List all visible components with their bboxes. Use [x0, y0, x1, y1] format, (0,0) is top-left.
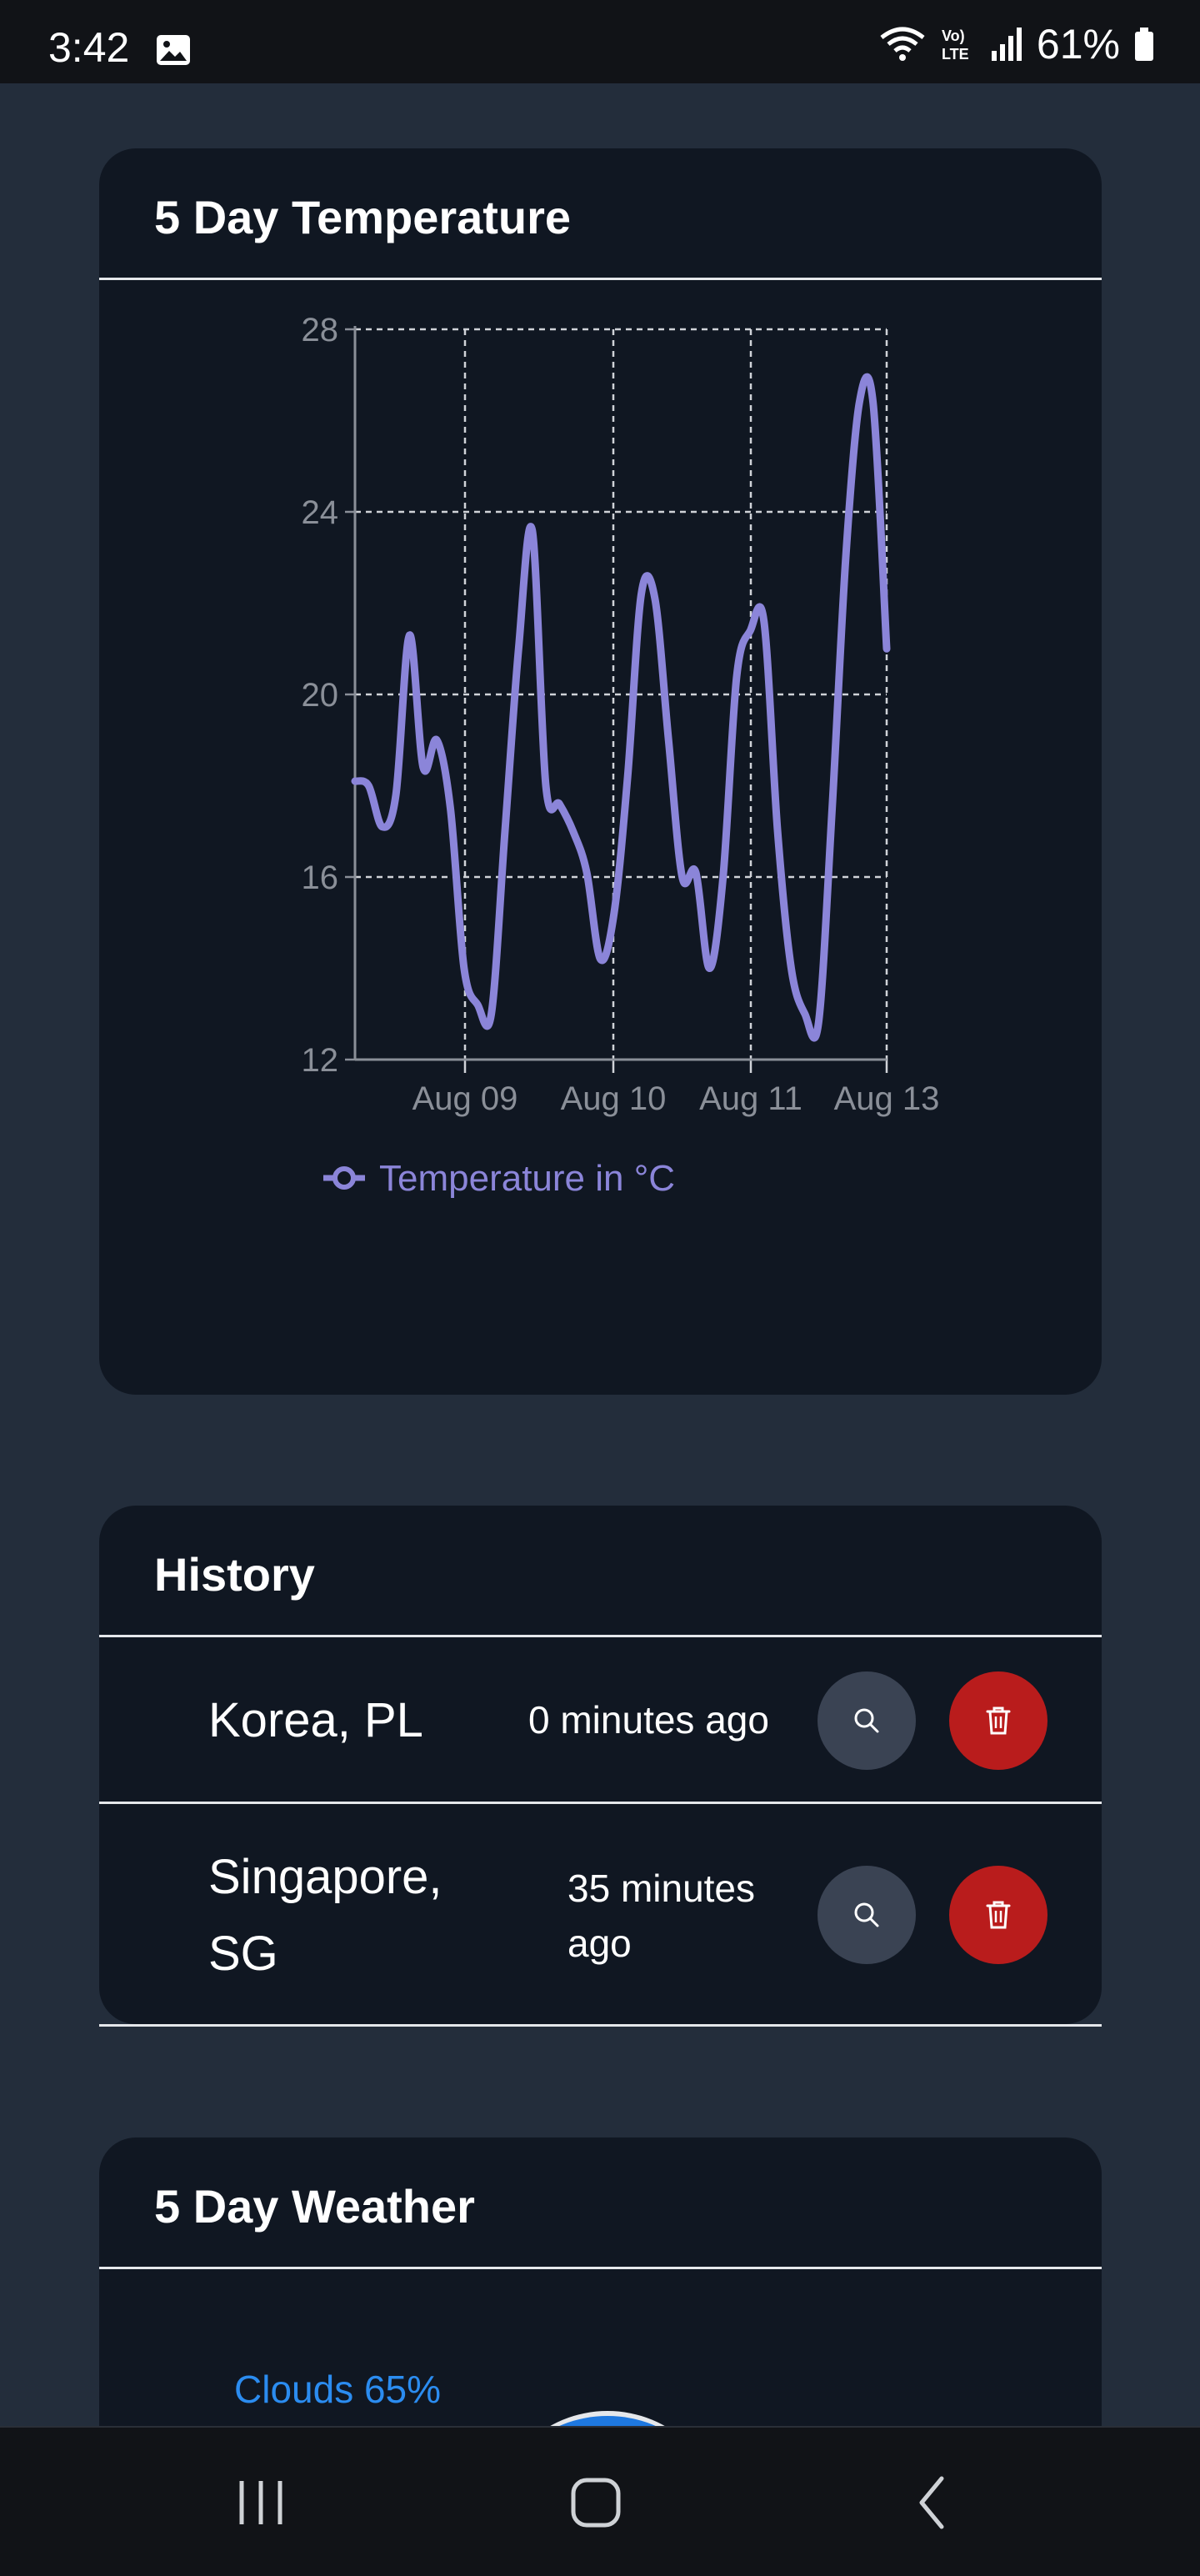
battery-icon	[1135, 28, 1153, 61]
history-row: Singapore, SG 35 minutes ago	[99, 1804, 1102, 2024]
volte-icon: Vo) LTE	[942, 28, 969, 63]
y-tick-label: 12	[302, 1042, 339, 1079]
y-tick-label: 16	[302, 860, 339, 896]
search-button[interactable]	[818, 1866, 916, 1964]
history-city: Korea, PL	[208, 1693, 423, 1747]
legend-label: Temperature in °C	[379, 1158, 675, 1199]
navigation-bar	[0, 2426, 1200, 2576]
history-card-title: History	[99, 1506, 1102, 1637]
delete-button[interactable]	[949, 1671, 1048, 1770]
x-tick-label: Aug 11	[699, 1080, 802, 1117]
recent-apps-icon	[239, 2481, 282, 2524]
search-icon	[854, 1902, 879, 1927]
x-tick-label: Aug 13	[834, 1080, 940, 1117]
temperature-card: 5 Day Temperature 28 24 20 16 12 Aug 09 Aug 10…	[99, 148, 1102, 1395]
home-button[interactable]	[558, 2469, 633, 2536]
history-city: Singapore, SG	[208, 1850, 442, 1981]
y-tick-label: 20	[302, 677, 339, 714]
weather-card-title: 5 Day Weather	[99, 2137, 1102, 2269]
back-icon	[919, 2476, 944, 2529]
trash-icon	[986, 1706, 1011, 1735]
image-icon	[157, 35, 190, 65]
search-button[interactable]	[818, 1671, 916, 1770]
home-icon	[571, 2478, 621, 2528]
x-tick-label: Aug 10	[561, 1080, 667, 1117]
svg-text:LTE: LTE	[942, 46, 969, 63]
y-tick-label: 28	[302, 312, 339, 348]
recent-apps-button[interactable]	[223, 2469, 298, 2536]
status-icons: Vo) LTE 61%	[878, 21, 1155, 68]
temperature-series-line	[351, 373, 891, 1042]
delete-button[interactable]	[949, 1866, 1048, 1964]
history-time-ago: 0 minutes ago	[528, 1698, 769, 1742]
history-time-ago: 35 minutes ago	[568, 1867, 756, 1965]
history-card: History Korea, PL 0 minutes ago Singapor…	[99, 1506, 1102, 2024]
y-tick-label: 24	[302, 494, 339, 531]
status-time: 3:42	[48, 24, 130, 71]
trash-icon	[986, 1901, 1011, 1929]
back-button[interactable]	[895, 2469, 970, 2536]
history-row: Korea, PL 0 minutes ago	[99, 1637, 1102, 1804]
search-icon	[854, 1708, 879, 1733]
status-bar: 3:42 Vo) LTE 61%	[0, 0, 1200, 83]
signal-icon	[991, 28, 1022, 61]
weather-label: Clouds 65%	[234, 2368, 442, 2411]
legend-point-marker	[332, 1166, 356, 1190]
x-tick-label: Aug 09	[412, 1080, 518, 1117]
svg-text:Vo): Vo)	[942, 28, 965, 44]
temperature-card-title: 5 Day Temperature	[99, 148, 1102, 280]
battery-percentage: 61%	[1036, 21, 1120, 68]
history-bottom-divider	[99, 2024, 1102, 2027]
wifi-icon	[880, 27, 925, 61]
temperature-chart: 28 24 20 16 12 Aug 09 Aug 10 Aug 11 Aug 13 Temper…	[302, 312, 940, 1199]
